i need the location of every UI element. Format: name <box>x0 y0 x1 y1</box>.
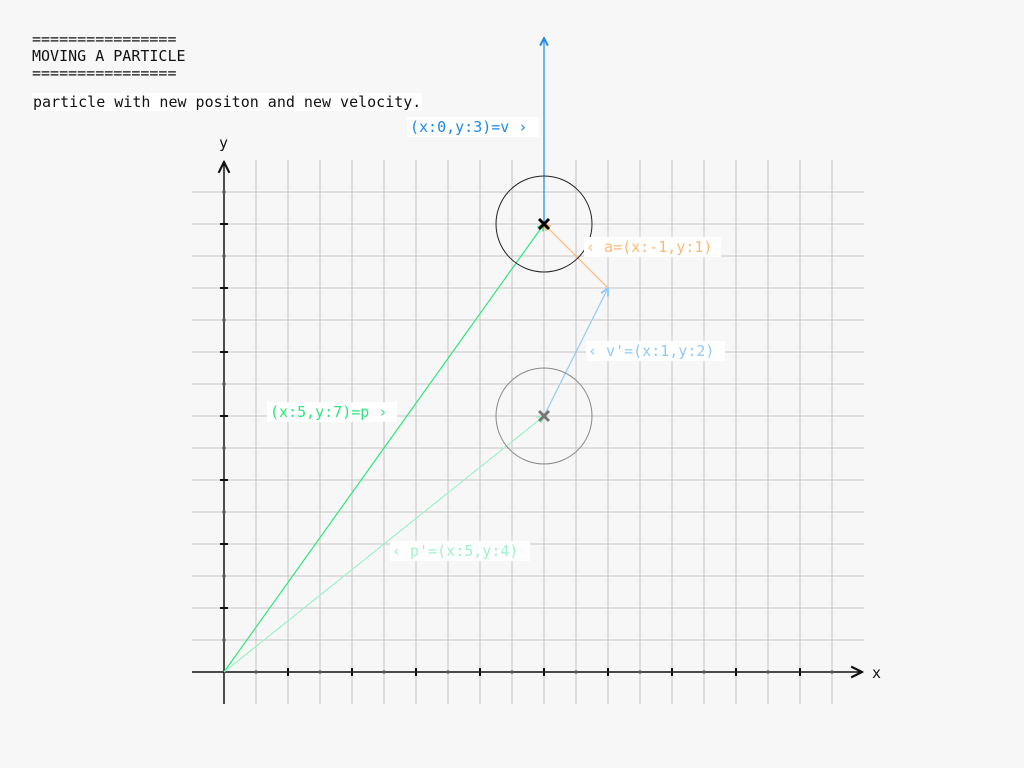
x-tick <box>382 670 386 674</box>
particles <box>495 175 593 465</box>
label-bg-p <box>267 402 397 422</box>
x-tick <box>702 670 706 674</box>
vector-p <box>223 224 544 673</box>
particle-new-circle <box>495 175 593 273</box>
header: ================ MOVING A PARTICLE =====… <box>32 31 186 82</box>
x-tick <box>510 670 514 674</box>
x-tick <box>766 670 770 674</box>
y-tick <box>222 190 226 194</box>
label-v-prime: ‹ v'=(x:1,y:2) <box>588 342 714 360</box>
particle-old-circle <box>495 367 593 465</box>
grid <box>192 160 864 704</box>
y-tick <box>222 574 226 578</box>
page-title: MOVING A PARTICLE <box>32 47 186 65</box>
y-axis-label: y <box>219 134 228 152</box>
x-tick <box>574 670 578 674</box>
label-a: ‹ a=(x:-1,y:1) <box>586 238 712 256</box>
label-bg-v-prime <box>586 341 725 361</box>
vector-a <box>544 224 609 289</box>
x-axis-label: x <box>872 664 881 682</box>
x-tick <box>318 670 322 674</box>
particle-new-marker <box>537 217 551 231</box>
vectors <box>223 38 609 673</box>
vector-v-prime <box>543 288 608 417</box>
y-tick <box>222 638 226 642</box>
label-bg-p-prime <box>390 541 530 561</box>
subtitle: particle with new positon and new veloci… <box>32 93 423 111</box>
y-tick <box>222 318 226 322</box>
label-p-prime: ‹ p'=(x:5,y:4) <box>392 542 518 560</box>
x-tick <box>638 670 642 674</box>
axes <box>192 162 862 704</box>
y-tick <box>222 446 226 450</box>
x-tick <box>254 670 258 674</box>
label-p: (x:5,y:7)=p › <box>270 403 387 421</box>
vector-p-prime <box>223 416 544 673</box>
particle-old-cross-b <box>537 409 551 423</box>
y-tick <box>222 510 226 514</box>
header-rule-top: ================ <box>32 30 177 48</box>
particle-old-marker <box>537 409 551 423</box>
label-bg-a <box>584 237 721 257</box>
x-tick <box>830 670 834 674</box>
label-v: (x:0,y:3)=v › <box>410 118 527 136</box>
particle-new-cross-b <box>537 217 551 231</box>
label-bg-v <box>407 117 539 137</box>
y-tick <box>222 382 226 386</box>
header-rule-bottom: ================ <box>32 64 177 82</box>
y-tick <box>222 254 226 258</box>
x-tick <box>446 670 450 674</box>
